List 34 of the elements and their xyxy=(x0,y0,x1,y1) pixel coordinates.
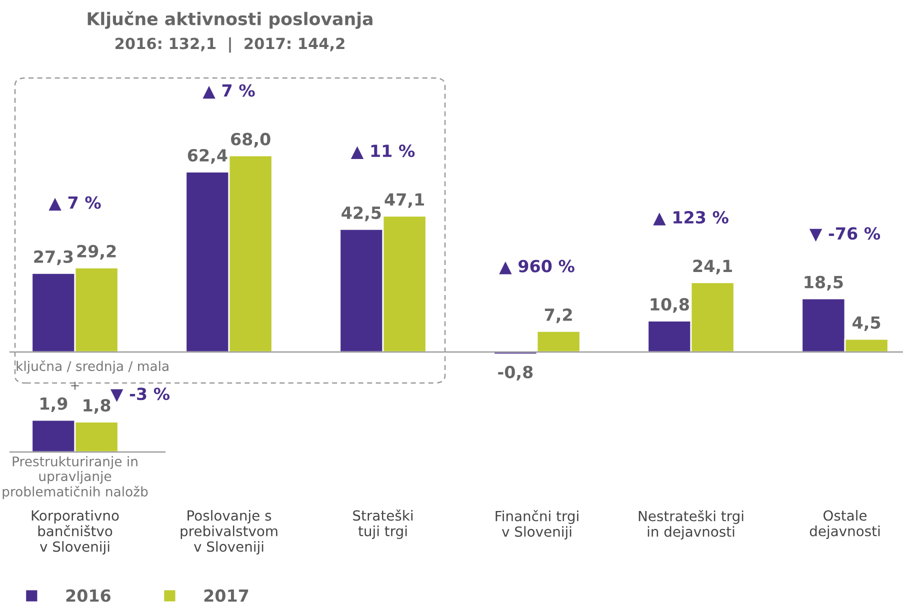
data-label: 7,2 xyxy=(544,308,572,324)
x-tick-label: Nestrateški trgi in dejavnosti xyxy=(638,510,744,540)
data-label: 4,5 xyxy=(852,316,880,331)
x-tick-label: Strateški tuji trgi xyxy=(353,509,413,539)
x-tick-label: Korporativno bančništvo v Sloveniji xyxy=(32,510,119,555)
text: ▲ 7 % xyxy=(202,84,255,99)
legend-label: 2017 xyxy=(204,589,248,602)
x-tick-label: Ostale dejavnosti xyxy=(810,510,880,539)
legend-label: 2016 xyxy=(66,589,110,602)
data-label: 1,8 xyxy=(84,398,110,414)
data-label: 1,9 xyxy=(40,397,68,412)
text: ključna / srednja / mala xyxy=(16,360,168,374)
data-label: 10,8 xyxy=(650,298,689,313)
data-label: 62,4 xyxy=(188,148,228,164)
data-label: 42,5 xyxy=(342,206,381,222)
annotation: ▼ -76 % xyxy=(809,227,880,242)
data-label: 47,1 xyxy=(384,193,424,208)
annotation: ▲ 7 % xyxy=(48,196,101,211)
annotation: ▲ 123 % xyxy=(653,210,728,226)
text: ▼ -3 % xyxy=(110,388,170,402)
data-label: 24,1 xyxy=(693,260,732,274)
data-label: -0,8 xyxy=(498,366,533,380)
text: + xyxy=(71,382,79,390)
x-tick-label: Prestrukturiranje in upravljanje problematičnih naložb xyxy=(2,456,148,500)
data-label: 29,2 xyxy=(77,244,116,260)
x-tick-label: Poslovanje s prebivalstvom v Sloveniji xyxy=(180,510,278,555)
data-label: 27,3 xyxy=(34,250,73,266)
chart-title: Ključne aktivnosti poslovanja xyxy=(88,11,372,29)
data-label: 68,0 xyxy=(231,132,270,148)
data-label: 18,5 xyxy=(804,276,843,291)
x-tick-label: Finančni trgi v Sloveniji xyxy=(496,510,578,540)
annotation: ▲ 960 % xyxy=(499,260,574,274)
chart-subtitle: 2016: 132,1 | 2017: 144,2 xyxy=(116,37,344,53)
annotation: ▲ 11 % xyxy=(350,144,415,159)
